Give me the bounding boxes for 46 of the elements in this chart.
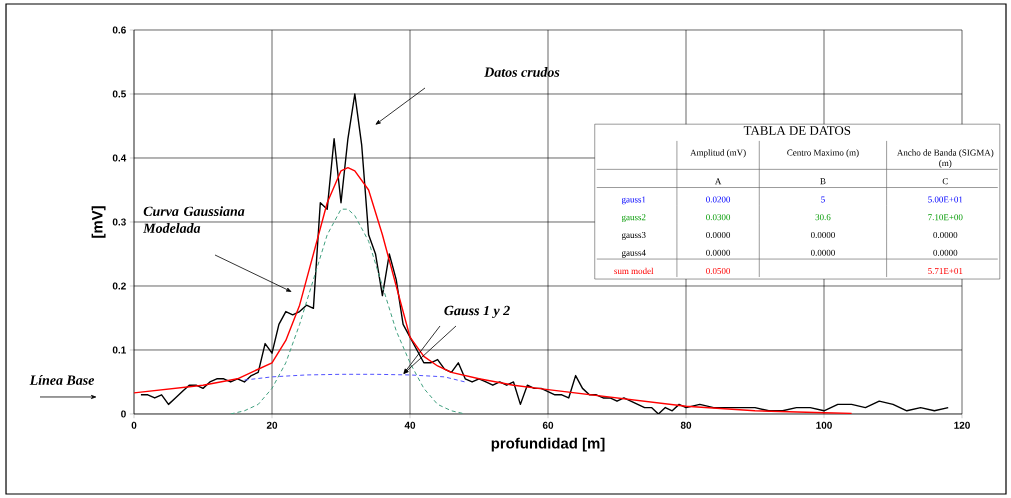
annotation: 5: [821, 196, 825, 203]
annotation: gauss4: [621, 249, 646, 258]
annotation: Ancho de Banda (SIGMA) (m): [896, 149, 994, 168]
x-tick-label: 60: [542, 421, 554, 429]
annotation: 0.0000: [933, 249, 958, 256]
y-tick-label: 0.5: [112, 90, 126, 98]
annotation: 5.71E+01: [928, 267, 963, 275]
annotation: Gauss 1 y 2: [444, 305, 510, 319]
x-tick-label: 40: [404, 421, 416, 429]
annotation: 0.0500: [706, 267, 731, 275]
annotation: sum model: [614, 267, 654, 274]
x-tick-label: 100: [816, 421, 832, 429]
x-tick-label: 20: [266, 421, 278, 429]
text: Línea Base: [29, 375, 95, 385]
annotation: 7.10E+00: [928, 214, 963, 221]
y-tick-label: 0.4: [112, 154, 127, 162]
x-axis-title: profundidad [m]: [491, 437, 605, 452]
x-tick-label: 120: [954, 421, 970, 429]
y-tick-label: 0.2: [112, 282, 126, 290]
y-tick-label: 0.1: [112, 346, 126, 354]
x-tick-label: 0: [131, 421, 137, 429]
y-tick-label: 0: [121, 410, 126, 418]
annotation: 0.0000: [706, 249, 731, 256]
annotation: A: [714, 178, 722, 185]
annotation: Datos crudos: [484, 67, 560, 77]
annotation: gauss1: [621, 196, 646, 205]
annotation: 30.6: [815, 214, 831, 221]
annotation: 0.0000: [933, 231, 958, 239]
annotation: 0.0000: [810, 249, 835, 256]
annotation: B: [820, 178, 826, 185]
annotation: 0.0000: [706, 231, 731, 239]
annotation: Amplitud (mV): [690, 149, 746, 158]
x-tick-label: 80: [680, 421, 692, 429]
text: TABLA DE DATOS: [743, 126, 851, 135]
annotation: gauss3: [621, 232, 646, 240]
y-axis-title: [mV]: [91, 206, 106, 238]
y-tick-label: 0.3: [112, 218, 126, 226]
y-tick-label: 0.6: [112, 26, 126, 34]
annotation: C: [942, 178, 948, 185]
annotation: 0.0200: [706, 196, 731, 203]
annotation: gauss2: [621, 214, 646, 223]
annotation: Curva Gaussiana Modelada: [143, 206, 245, 233]
annotation: Centro Maximo (m): [787, 149, 859, 158]
annotation: 5.00E+01: [928, 196, 963, 203]
annotation: 0.0300: [706, 214, 731, 221]
annotation: 0.0000: [810, 231, 835, 239]
